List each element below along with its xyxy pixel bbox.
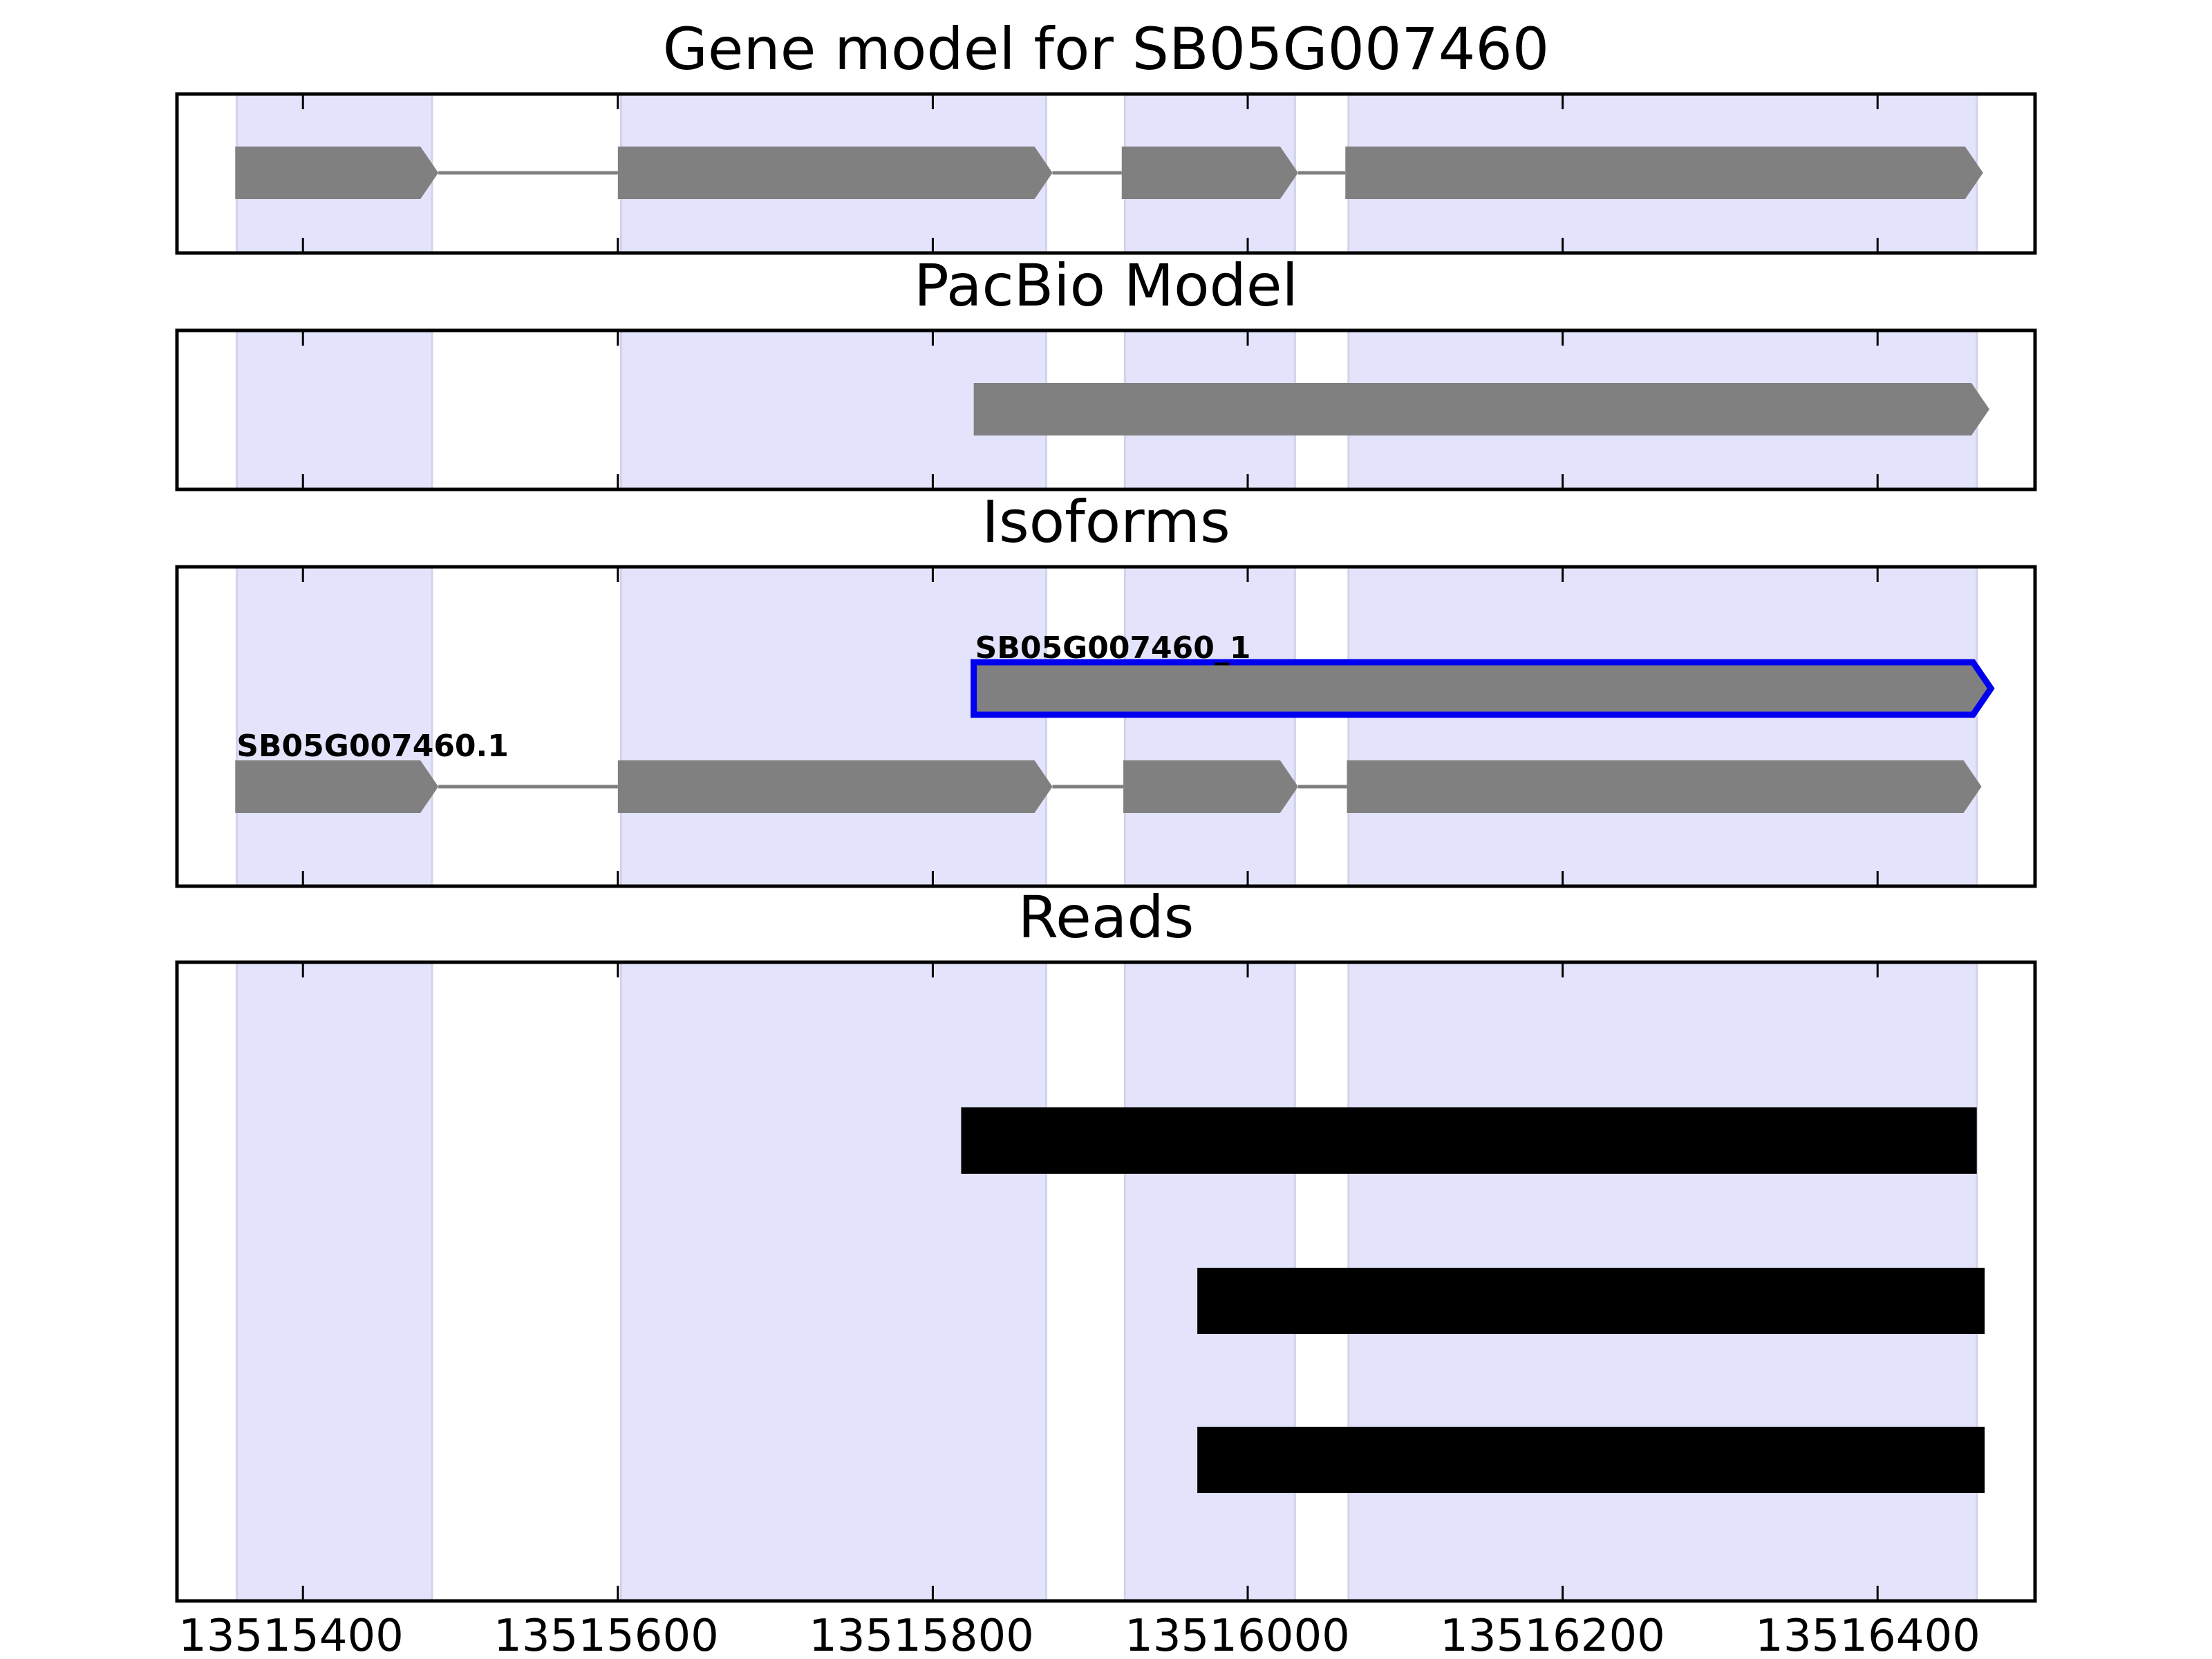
exon-shading-band (236, 961, 433, 1602)
panel-frame (175, 565, 2037, 888)
panel-title-isoforms: Isoforms (982, 488, 1230, 556)
exon-shading-band (1123, 565, 1296, 888)
isoform-label: SB05G007460_1 (975, 630, 1251, 666)
exon-block (1345, 147, 1983, 199)
x-tick-label: 13516000 (1125, 1611, 1350, 1659)
exon-shading-band (619, 961, 1047, 1602)
panel-frame (175, 328, 2037, 491)
exon-block (235, 760, 439, 813)
x-tick-label: 13515800 (809, 1611, 1034, 1659)
exon-shading-band (236, 565, 433, 888)
exon-block (973, 383, 1989, 435)
exon-block (617, 760, 1053, 813)
x-tick-label: 13515600 (494, 1611, 719, 1659)
exon-shading-band (619, 565, 1047, 888)
panel-frame (175, 92, 2037, 255)
x-tick-label: 13516200 (1440, 1611, 1665, 1659)
panel-title-gene-model: Gene model for SB05G007460 (663, 15, 1549, 83)
exon-block (1347, 760, 1982, 813)
exon-block (1123, 760, 1298, 813)
panel-title-reads: Reads (1018, 883, 1194, 951)
highlighted-isoform-exon (971, 659, 1995, 718)
panel-frame (175, 960, 2037, 1603)
exon-block (1121, 147, 1298, 199)
panel-title-pacbio-model: PacBio Model (914, 252, 1298, 319)
exon-block (235, 147, 439, 199)
read-bar (1197, 1427, 1985, 1493)
read-bar (961, 1107, 1977, 1174)
x-tick-label: 13516400 (1755, 1611, 1980, 1659)
exon-shading-band (1347, 565, 1978, 888)
x-tick-label: 13515400 (178, 1611, 404, 1659)
exon-block (617, 147, 1053, 199)
exon-shading-band (236, 329, 433, 491)
read-bar (1197, 1268, 1985, 1334)
isoform-label: SB05G007460.1 (236, 729, 509, 764)
